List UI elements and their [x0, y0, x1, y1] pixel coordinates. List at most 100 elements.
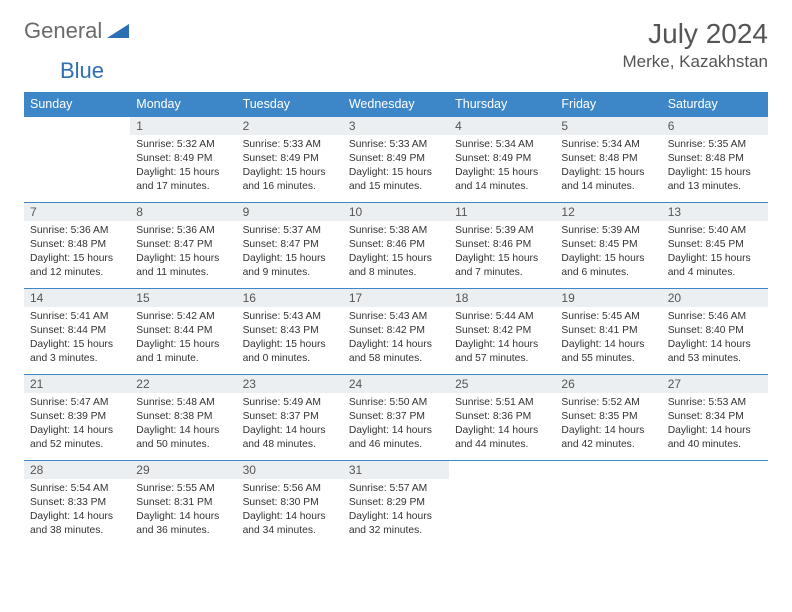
calendar-cell: 20Sunrise: 5:46 AMSunset: 8:40 PMDayligh… — [662, 289, 768, 375]
calendar-cell: 10Sunrise: 5:38 AMSunset: 8:46 PMDayligh… — [343, 203, 449, 289]
day-number: 17 — [343, 289, 449, 307]
logo-text-general: General — [24, 18, 102, 44]
day-info: Sunrise: 5:46 AMSunset: 8:40 PMDaylight:… — [662, 307, 768, 370]
weekday-header: Tuesday — [237, 92, 343, 117]
calendar-cell — [555, 461, 661, 547]
day-info: Sunrise: 5:54 AMSunset: 8:33 PMDaylight:… — [24, 479, 130, 542]
day-info: Sunrise: 5:52 AMSunset: 8:35 PMDaylight:… — [555, 393, 661, 456]
calendar-cell: 13Sunrise: 5:40 AMSunset: 8:45 PMDayligh… — [662, 203, 768, 289]
calendar-table: SundayMondayTuesdayWednesdayThursdayFrid… — [24, 92, 768, 547]
day-number: 1 — [130, 117, 236, 135]
calendar-cell — [449, 461, 555, 547]
calendar-cell: 21Sunrise: 5:47 AMSunset: 8:39 PMDayligh… — [24, 375, 130, 461]
day-number: 3 — [343, 117, 449, 135]
day-number: 21 — [24, 375, 130, 393]
day-number: 10 — [343, 203, 449, 221]
logo-triangle-icon — [107, 20, 129, 43]
day-number: 7 — [24, 203, 130, 221]
calendar-cell: 9Sunrise: 5:37 AMSunset: 8:47 PMDaylight… — [237, 203, 343, 289]
day-info: Sunrise: 5:40 AMSunset: 8:45 PMDaylight:… — [662, 221, 768, 284]
calendar-cell — [662, 461, 768, 547]
logo: General — [24, 18, 131, 44]
calendar-cell: 11Sunrise: 5:39 AMSunset: 8:46 PMDayligh… — [449, 203, 555, 289]
calendar-cell: 31Sunrise: 5:57 AMSunset: 8:29 PMDayligh… — [343, 461, 449, 547]
day-info: Sunrise: 5:42 AMSunset: 8:44 PMDaylight:… — [130, 307, 236, 370]
day-info: Sunrise: 5:51 AMSunset: 8:36 PMDaylight:… — [449, 393, 555, 456]
calendar-cell: 3Sunrise: 5:33 AMSunset: 8:49 PMDaylight… — [343, 117, 449, 203]
calendar-cell: 7Sunrise: 5:36 AMSunset: 8:48 PMDaylight… — [24, 203, 130, 289]
day-number: 19 — [555, 289, 661, 307]
calendar-cell: 30Sunrise: 5:56 AMSunset: 8:30 PMDayligh… — [237, 461, 343, 547]
calendar-row: 7Sunrise: 5:36 AMSunset: 8:48 PMDaylight… — [24, 203, 768, 289]
day-number: 13 — [662, 203, 768, 221]
day-info: Sunrise: 5:55 AMSunset: 8:31 PMDaylight:… — [130, 479, 236, 542]
day-info: Sunrise: 5:43 AMSunset: 8:42 PMDaylight:… — [343, 307, 449, 370]
day-number: 15 — [130, 289, 236, 307]
calendar-row: 28Sunrise: 5:54 AMSunset: 8:33 PMDayligh… — [24, 461, 768, 547]
calendar-row: 21Sunrise: 5:47 AMSunset: 8:39 PMDayligh… — [24, 375, 768, 461]
calendar-cell: 27Sunrise: 5:53 AMSunset: 8:34 PMDayligh… — [662, 375, 768, 461]
day-number: 30 — [237, 461, 343, 479]
day-info: Sunrise: 5:50 AMSunset: 8:37 PMDaylight:… — [343, 393, 449, 456]
day-info: Sunrise: 5:36 AMSunset: 8:47 PMDaylight:… — [130, 221, 236, 284]
weekday-header: Thursday — [449, 92, 555, 117]
day-number: 12 — [555, 203, 661, 221]
day-info: Sunrise: 5:34 AMSunset: 8:49 PMDaylight:… — [449, 135, 555, 198]
day-info: Sunrise: 5:53 AMSunset: 8:34 PMDaylight:… — [662, 393, 768, 456]
day-info: Sunrise: 5:47 AMSunset: 8:39 PMDaylight:… — [24, 393, 130, 456]
calendar-body: 1Sunrise: 5:32 AMSunset: 8:49 PMDaylight… — [24, 117, 768, 547]
day-info: Sunrise: 5:37 AMSunset: 8:47 PMDaylight:… — [237, 221, 343, 284]
calendar-cell: 1Sunrise: 5:32 AMSunset: 8:49 PMDaylight… — [130, 117, 236, 203]
calendar-cell: 5Sunrise: 5:34 AMSunset: 8:48 PMDaylight… — [555, 117, 661, 203]
calendar-cell: 2Sunrise: 5:33 AMSunset: 8:49 PMDaylight… — [237, 117, 343, 203]
day-number: 16 — [237, 289, 343, 307]
day-info: Sunrise: 5:39 AMSunset: 8:45 PMDaylight:… — [555, 221, 661, 284]
calendar-cell: 12Sunrise: 5:39 AMSunset: 8:45 PMDayligh… — [555, 203, 661, 289]
day-info: Sunrise: 5:36 AMSunset: 8:48 PMDaylight:… — [24, 221, 130, 284]
logo-text-blue: Blue — [60, 58, 104, 83]
weekday-header: Monday — [130, 92, 236, 117]
day-number: 4 — [449, 117, 555, 135]
calendar-cell: 28Sunrise: 5:54 AMSunset: 8:33 PMDayligh… — [24, 461, 130, 547]
calendar-cell: 26Sunrise: 5:52 AMSunset: 8:35 PMDayligh… — [555, 375, 661, 461]
day-number: 22 — [130, 375, 236, 393]
calendar-cell: 4Sunrise: 5:34 AMSunset: 8:49 PMDaylight… — [449, 117, 555, 203]
calendar-cell: 19Sunrise: 5:45 AMSunset: 8:41 PMDayligh… — [555, 289, 661, 375]
calendar-cell: 17Sunrise: 5:43 AMSunset: 8:42 PMDayligh… — [343, 289, 449, 375]
day-number: 24 — [343, 375, 449, 393]
day-info: Sunrise: 5:44 AMSunset: 8:42 PMDaylight:… — [449, 307, 555, 370]
calendar-cell: 24Sunrise: 5:50 AMSunset: 8:37 PMDayligh… — [343, 375, 449, 461]
day-number: 25 — [449, 375, 555, 393]
calendar-cell: 15Sunrise: 5:42 AMSunset: 8:44 PMDayligh… — [130, 289, 236, 375]
day-info: Sunrise: 5:33 AMSunset: 8:49 PMDaylight:… — [237, 135, 343, 198]
calendar-cell: 25Sunrise: 5:51 AMSunset: 8:36 PMDayligh… — [449, 375, 555, 461]
day-info: Sunrise: 5:49 AMSunset: 8:37 PMDaylight:… — [237, 393, 343, 456]
day-number: 29 — [130, 461, 236, 479]
day-info: Sunrise: 5:38 AMSunset: 8:46 PMDaylight:… — [343, 221, 449, 284]
weekday-header: Sunday — [24, 92, 130, 117]
calendar-head: SundayMondayTuesdayWednesdayThursdayFrid… — [24, 92, 768, 117]
day-number: 26 — [555, 375, 661, 393]
day-info: Sunrise: 5:33 AMSunset: 8:49 PMDaylight:… — [343, 135, 449, 198]
day-number: 11 — [449, 203, 555, 221]
day-info: Sunrise: 5:39 AMSunset: 8:46 PMDaylight:… — [449, 221, 555, 284]
weekday-header: Wednesday — [343, 92, 449, 117]
day-info: Sunrise: 5:41 AMSunset: 8:44 PMDaylight:… — [24, 307, 130, 370]
day-info: Sunrise: 5:45 AMSunset: 8:41 PMDaylight:… — [555, 307, 661, 370]
day-number: 6 — [662, 117, 768, 135]
day-number: 8 — [130, 203, 236, 221]
day-number: 5 — [555, 117, 661, 135]
calendar-cell: 8Sunrise: 5:36 AMSunset: 8:47 PMDaylight… — [130, 203, 236, 289]
day-info: Sunrise: 5:32 AMSunset: 8:49 PMDaylight:… — [130, 135, 236, 198]
day-number: 31 — [343, 461, 449, 479]
day-number: 20 — [662, 289, 768, 307]
weekday-header: Saturday — [662, 92, 768, 117]
day-number: 27 — [662, 375, 768, 393]
calendar-cell: 16Sunrise: 5:43 AMSunset: 8:43 PMDayligh… — [237, 289, 343, 375]
calendar-cell: 18Sunrise: 5:44 AMSunset: 8:42 PMDayligh… — [449, 289, 555, 375]
calendar-cell: 23Sunrise: 5:49 AMSunset: 8:37 PMDayligh… — [237, 375, 343, 461]
calendar-row: 1Sunrise: 5:32 AMSunset: 8:49 PMDaylight… — [24, 117, 768, 203]
calendar-cell — [24, 117, 130, 203]
day-info: Sunrise: 5:43 AMSunset: 8:43 PMDaylight:… — [237, 307, 343, 370]
day-info: Sunrise: 5:57 AMSunset: 8:29 PMDaylight:… — [343, 479, 449, 542]
